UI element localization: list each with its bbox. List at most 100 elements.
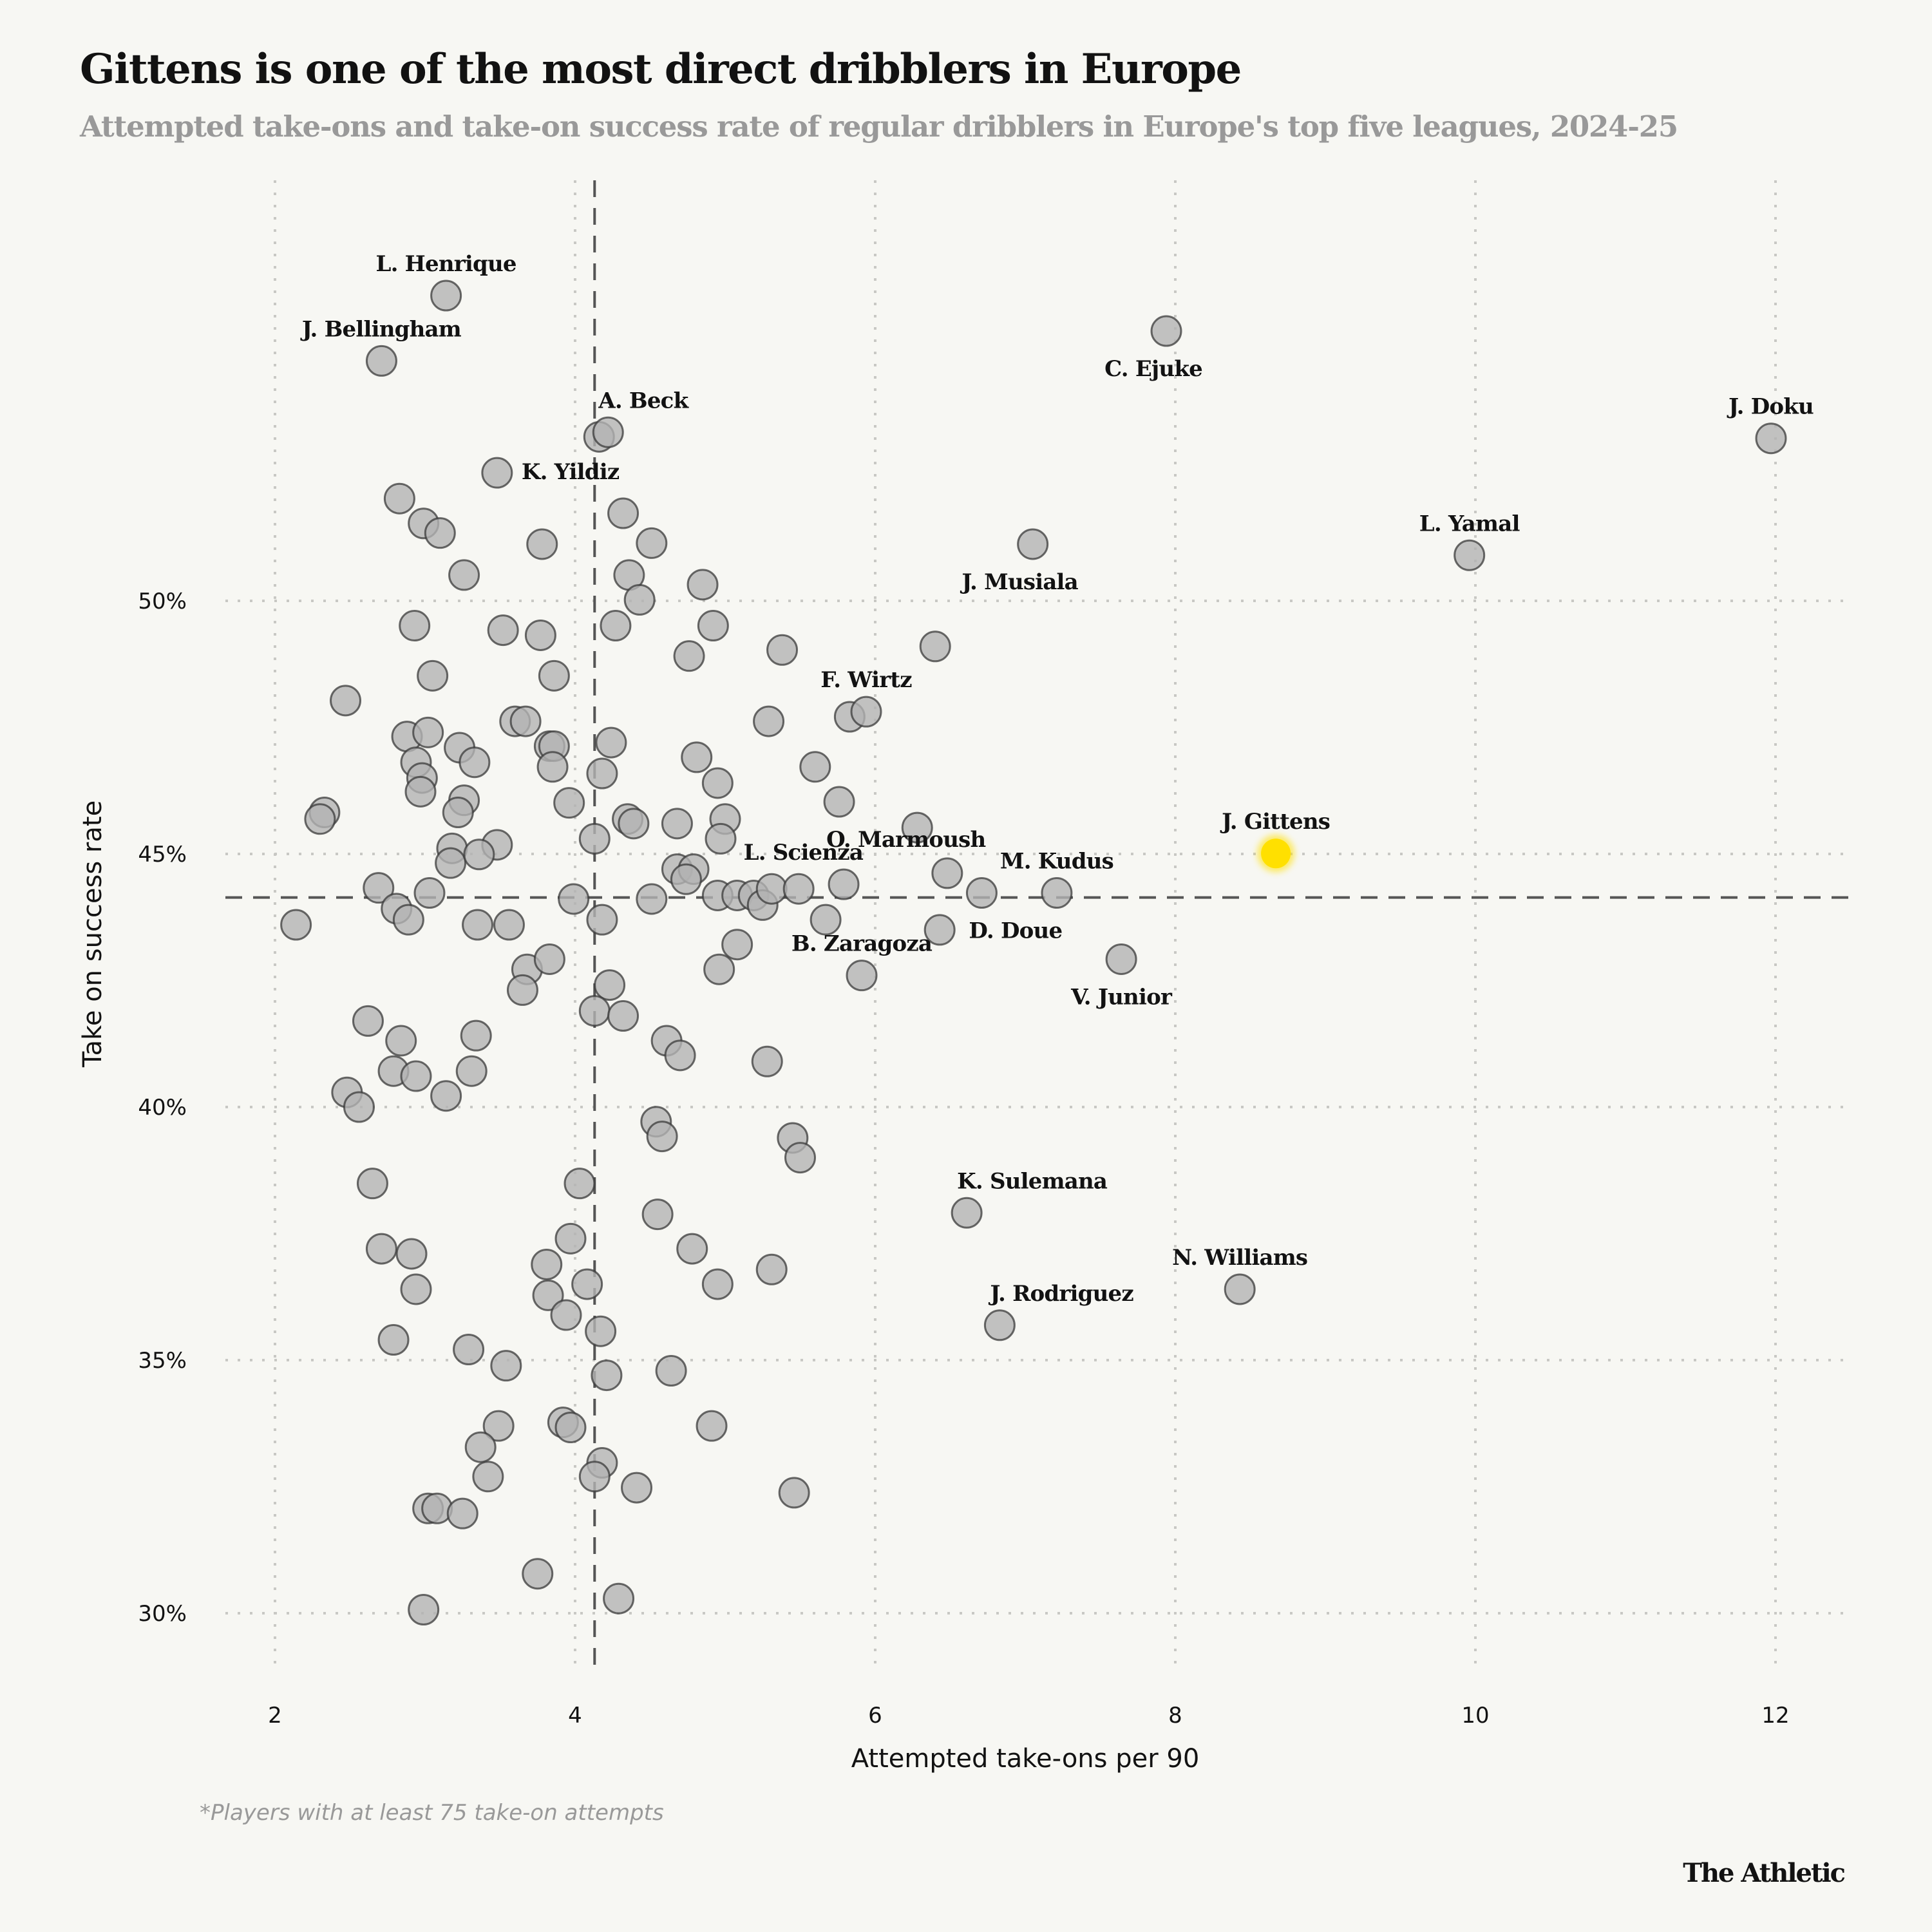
data-point [687, 569, 719, 601]
labeled-point [1755, 422, 1787, 455]
data-point [673, 640, 705, 672]
data-point [697, 610, 729, 642]
data-point [623, 583, 656, 616]
data-point [564, 1168, 596, 1200]
data-point [531, 1248, 563, 1280]
chart-title: Gittens is one of the most direct dribbl… [80, 45, 1242, 93]
point-label: J. Musiala [960, 569, 1078, 595]
data-point [919, 630, 951, 663]
point-label: J. Bellingham [300, 316, 462, 342]
data-point [472, 1461, 504, 1493]
data-point [522, 1558, 554, 1590]
data-point [538, 659, 570, 692]
data-point [799, 751, 831, 783]
y-tick-label: 30% [138, 1601, 187, 1627]
x-tick-label: 2 [268, 1703, 282, 1728]
data-point [448, 559, 480, 591]
y-tick-label: 50% [138, 589, 187, 614]
data-point [696, 1410, 728, 1442]
labeled-point [1454, 539, 1486, 571]
point-label: K. Sulemana [957, 1168, 1108, 1194]
data-points [280, 279, 1787, 1625]
point-label: J. Rodriguez [988, 1281, 1133, 1307]
data-point [670, 863, 702, 895]
data-point [641, 1198, 674, 1231]
data-point [536, 751, 569, 783]
brand-logo: The Athletic [1683, 1858, 1846, 1888]
y-tick-label: 40% [138, 1095, 187, 1121]
data-point [578, 822, 611, 855]
labeled-point [850, 696, 882, 728]
data-point [400, 1273, 432, 1305]
point-label: L. Yamal [1419, 511, 1520, 536]
data-point [755, 1253, 788, 1285]
y-axis-label: Take on success rate [78, 800, 108, 1068]
data-point [618, 808, 650, 840]
data-point [778, 1477, 810, 1509]
point-labels: L. Henrique J. Bellingham A. Beck K. Yildiz… [300, 251, 1814, 1307]
data-point [408, 1593, 440, 1625]
data-point [446, 1497, 478, 1530]
data-point [343, 1091, 375, 1123]
data-point [365, 1233, 397, 1265]
labeled-point [1041, 877, 1073, 909]
labeled-point [846, 960, 878, 992]
data-point [463, 838, 495, 871]
data-point [655, 1355, 687, 1387]
data-point [533, 943, 565, 975]
x-tick-label: 10 [1461, 1703, 1489, 1728]
data-point [681, 741, 713, 773]
data-point [490, 1350, 522, 1382]
labeled-point [1150, 315, 1182, 347]
point-label: D. Doue [969, 918, 1062, 944]
data-point [487, 614, 519, 647]
point-label: A. Beck [598, 388, 689, 413]
data-point [377, 1324, 410, 1356]
data-point [586, 904, 618, 936]
data-point [392, 904, 424, 936]
labeled-point [592, 416, 624, 448]
point-label: L. Henrique [376, 251, 516, 277]
data-point [751, 1045, 783, 1077]
data-point [923, 914, 956, 946]
data-point [385, 1025, 417, 1057]
data-point [755, 873, 788, 905]
y-tick-label: 35% [138, 1348, 187, 1374]
data-point [701, 767, 734, 799]
data-point [509, 705, 542, 737]
data-point [464, 1431, 497, 1463]
axis-ticks: 2 4 6 8 10 12 30% 35% 40% 45% 50% [138, 589, 1789, 1728]
data-point [607, 1000, 639, 1032]
data-point [701, 1268, 734, 1300]
labeled-point [1224, 1273, 1256, 1305]
data-point [578, 1461, 611, 1493]
labeled-point [430, 279, 462, 312]
data-point [455, 1055, 488, 1087]
point-label: L. Scienza [744, 840, 864, 866]
data-point [554, 1412, 587, 1444]
point-label: J. Gittens [1220, 809, 1330, 835]
labeled-point [965, 877, 998, 909]
data-point [721, 929, 753, 961]
data-point [506, 974, 538, 1006]
data-point [753, 705, 785, 737]
point-label: V. Junior [1070, 984, 1173, 1010]
data-point [304, 803, 336, 835]
data-point [280, 909, 312, 941]
data-point [550, 1299, 582, 1331]
reference-lines [225, 180, 1852, 1668]
data-point [400, 1060, 432, 1092]
data-point [553, 787, 585, 819]
data-point [621, 1472, 653, 1504]
x-axis-label: Attempted take-ons per 90 [851, 1744, 1200, 1774]
data-point [554, 1222, 587, 1255]
data-point [356, 1168, 388, 1200]
chart-subtitle: Attempted take-ons and take-on success r… [80, 109, 1678, 144]
data-point [664, 1039, 696, 1072]
data-point [383, 482, 415, 515]
data-point [453, 1333, 485, 1365]
highlight-point [1261, 838, 1291, 869]
data-point [676, 1233, 708, 1265]
data-point [578, 995, 611, 1027]
